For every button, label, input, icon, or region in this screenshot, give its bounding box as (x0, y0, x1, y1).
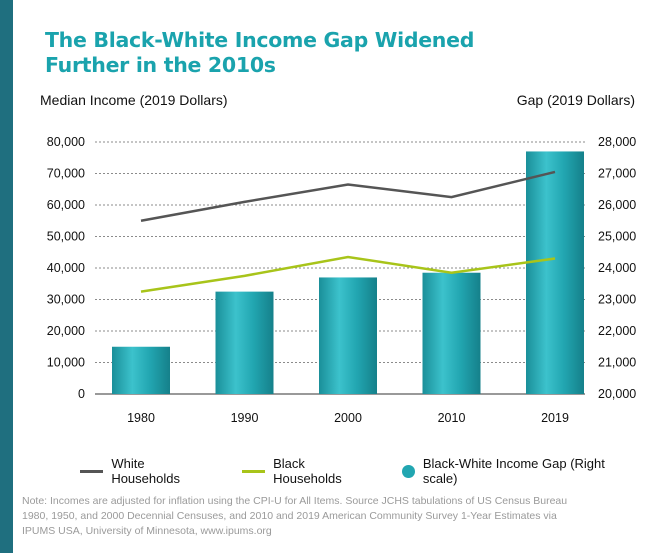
gap-bar (422, 272, 481, 394)
white-households-line (140, 170, 556, 222)
legend-label-black: Black Households (273, 456, 342, 486)
right-tick-label: 27,000 (598, 167, 636, 181)
right-tick-label: 28,000 (598, 135, 636, 149)
gap-bar (526, 151, 584, 394)
title-line-1: The Black-White Income Gap Widened (45, 28, 475, 52)
footnote-line-2: 1980, 1950, and 2000 Decennial Censuses,… (22, 510, 557, 522)
right-tick-label: 22,000 (598, 324, 636, 338)
left-tick-label: 50,000 (47, 230, 85, 244)
footnote-line-1: Note: Incomes are adjusted for inflation… (22, 495, 568, 507)
left-tick-label: 10,000 (47, 356, 85, 370)
right-tick-label: 26,000 (598, 198, 636, 212)
right-tick-label: 21,000 (598, 356, 636, 370)
left-tick-label: 60,000 (47, 198, 85, 212)
legend-item-gap: Black-White Income Gap (Right scale) (402, 456, 637, 486)
gap-bar (215, 291, 274, 394)
legend-swatch-gap (402, 464, 415, 478)
footnote: Note: Incomes are adjusted for inflation… (22, 494, 650, 539)
legend-swatch-white (80, 469, 104, 473)
x-tick-label: 2010 (438, 411, 466, 425)
x-tick-label: 2000 (334, 411, 362, 425)
legend-item-black: Black Households (241, 456, 374, 486)
legend-label-white: White Households (111, 456, 180, 486)
title-line-2: Further in the 2010s (45, 53, 276, 77)
x-tick-label: 2019 (541, 411, 569, 425)
left-tick-label: 70,000 (47, 167, 85, 181)
left-tick-label: 0 (78, 387, 85, 401)
left-tick-label: 20,000 (47, 324, 85, 338)
gap-bar (319, 277, 377, 394)
legend-item-white: White Households (80, 456, 214, 486)
x-tick-label: 1980 (127, 411, 155, 425)
legend-swatch-black (241, 469, 266, 473)
left-axis-title: Median Income (2019 Dollars) (40, 92, 228, 108)
footnote-line-3: IPUMS USA, University of Minnesota, www.… (22, 525, 272, 537)
chart-title: The Black-White Income Gap Widened Furth… (45, 28, 485, 78)
gap-bar (112, 346, 170, 394)
right-tick-label: 25,000 (598, 230, 636, 244)
legend-label-gap: Black-White Income Gap (Right scale) (422, 456, 605, 486)
right-tick-label: 24,000 (598, 261, 636, 275)
black-households-line (140, 255, 556, 293)
left-tick-label: 30,000 (47, 293, 85, 307)
legend: White Households Black Households Black-… (80, 456, 665, 486)
right-tick-label: 20,000 (598, 387, 636, 401)
right-tick-label: 23,000 (598, 293, 636, 307)
x-tick-label: 1990 (231, 411, 259, 425)
left-tick-label: 40,000 (47, 261, 85, 275)
right-axis-title: Gap (2019 Dollars) (516, 92, 635, 108)
left-tick-label: 80,000 (47, 135, 85, 149)
